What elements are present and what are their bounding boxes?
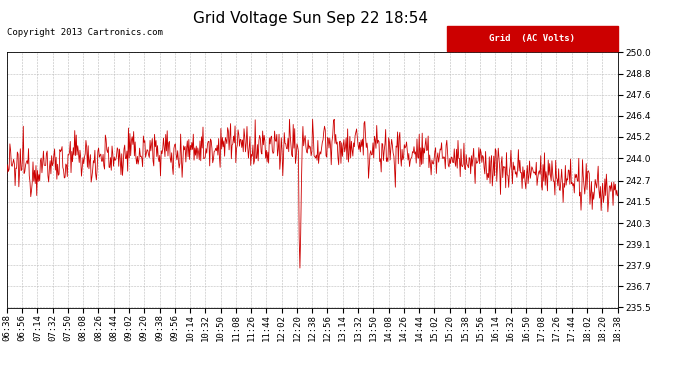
Bar [446,26,618,51]
Text: Grid Voltage Sun Sep 22 18:54: Grid Voltage Sun Sep 22 18:54 [193,11,428,26]
Text: Grid  (AC Volts): Grid (AC Volts) [489,34,575,43]
Text: Copyright 2013 Cartronics.com: Copyright 2013 Cartronics.com [7,28,163,37]
